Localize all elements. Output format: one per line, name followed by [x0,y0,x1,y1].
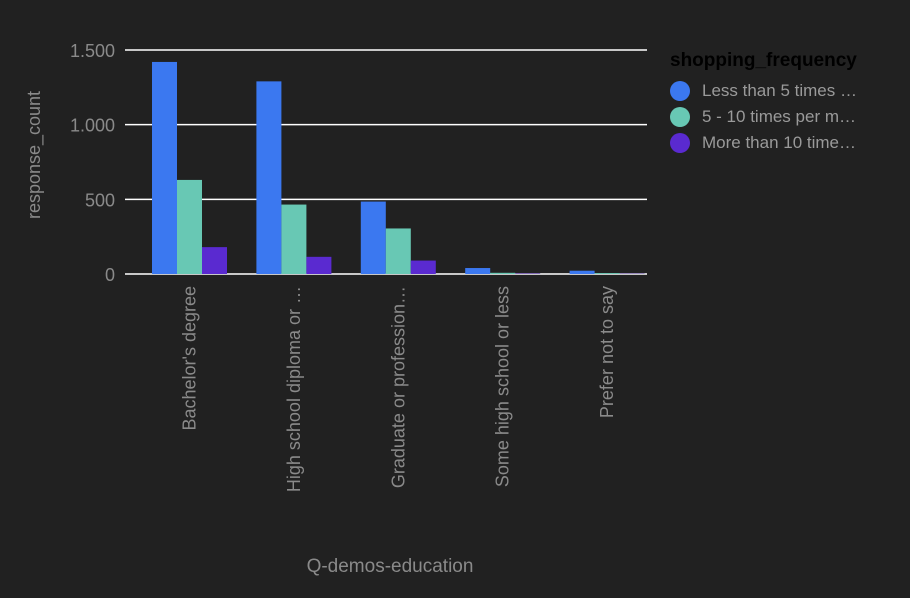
bar [465,268,491,274]
x-tick-label: Graduate or profession… [388,286,408,488]
bar [256,81,282,274]
x-tick-label: Bachelor's degree [180,286,200,431]
x-axis-label: Q-demos-education [307,556,474,577]
legend-items: Less than 5 times … 5 - 10 times per m… Mo… [670,78,857,156]
bars [152,61,645,274]
bar [490,272,516,274]
legend: shopping_frequency Less than 5 times … 5 … [670,50,857,156]
legend-item: 5 - 10 times per m… [670,104,857,130]
y-tick-label: 1.000 [70,116,115,136]
legend-title: shopping_frequency [670,50,857,71]
y-axis-label: response_count [24,91,45,219]
bar [385,228,411,274]
legend-swatch [670,133,690,153]
legend-swatch [670,81,690,101]
y-tick-label: 0 [105,265,115,285]
bar [410,260,436,274]
bar [152,61,177,274]
bar [202,247,227,274]
bar [177,179,202,274]
legend-item: More than 10 time… [670,130,857,156]
legend-label: 5 - 10 times per m… [702,107,856,126]
bar [569,270,595,274]
y-tick-label: 500 [85,190,115,210]
bar [281,204,307,274]
x-tick-label: High school diploma or … [284,286,304,492]
bar [306,256,332,274]
legend-label: More than 10 time… [702,133,857,152]
x-tick-label: Prefer not to say [597,286,617,418]
bar [594,273,620,274]
bar [360,201,386,274]
x-axis-ticks: Bachelor's degree High school diploma or … [180,286,618,492]
y-tick-label: 1.500 [70,41,115,61]
x-tick-label: Some high school or less [493,286,513,487]
legend-label: Less than 5 times … [702,81,857,100]
legend-item: Less than 5 times … [670,78,857,104]
y-axis-ticks: 0 500 1.000 1.500 [70,41,115,285]
legend-swatch [670,107,690,127]
